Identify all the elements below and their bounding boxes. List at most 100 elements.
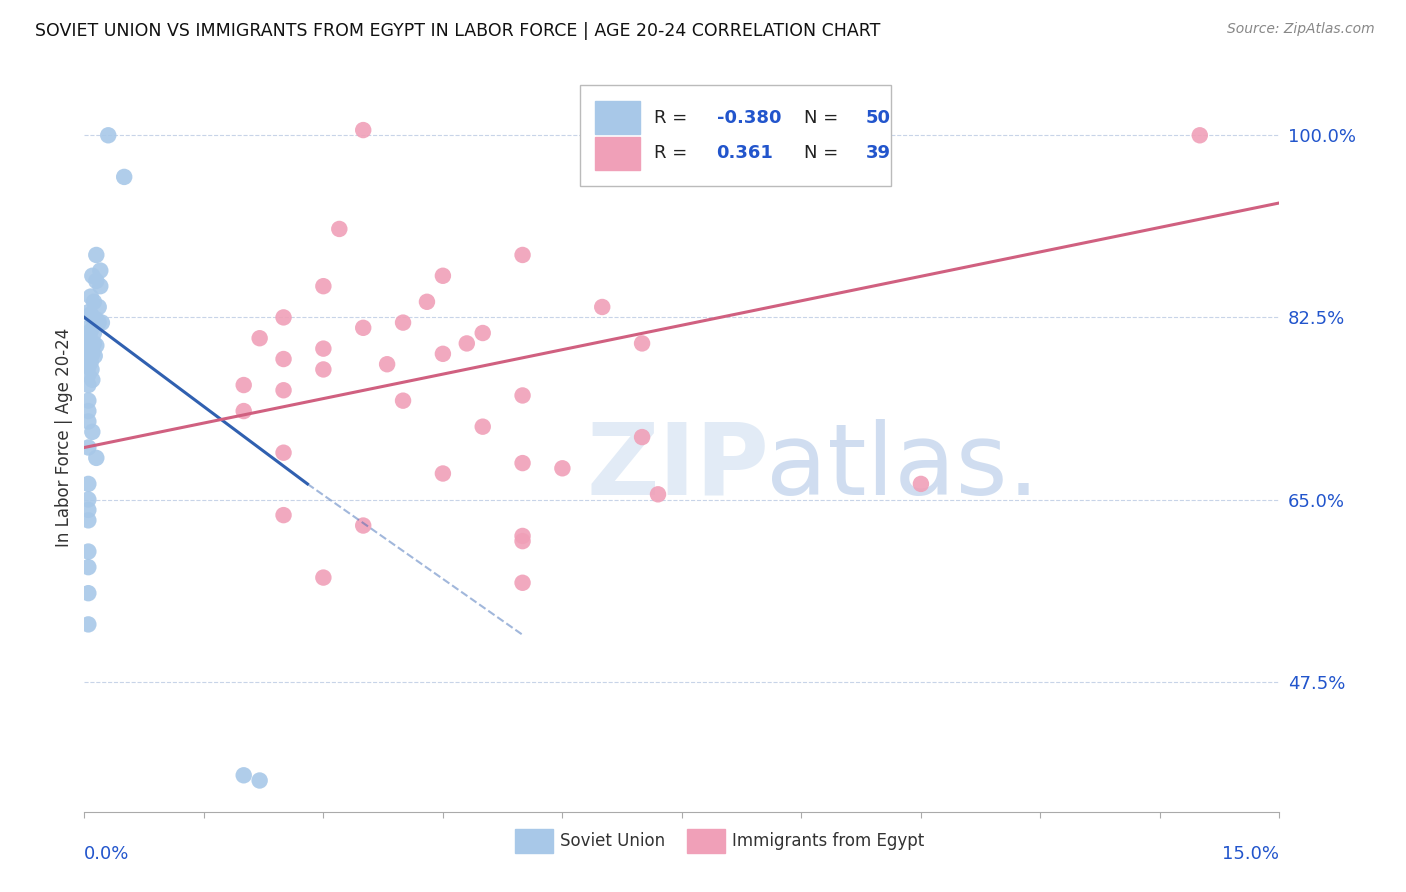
FancyBboxPatch shape bbox=[686, 829, 725, 853]
Text: ZIP: ZIP bbox=[586, 418, 769, 516]
Text: R =: R = bbox=[654, 109, 693, 127]
Point bbox=[273, 445, 295, 460]
Point bbox=[80, 344, 103, 359]
Point bbox=[512, 534, 534, 549]
Point bbox=[647, 487, 669, 501]
Point bbox=[392, 316, 415, 330]
Point bbox=[77, 393, 100, 408]
Text: N =: N = bbox=[804, 145, 844, 162]
Point bbox=[82, 373, 104, 387]
Point bbox=[551, 461, 574, 475]
FancyBboxPatch shape bbox=[595, 136, 640, 169]
Point bbox=[77, 476, 100, 491]
Point bbox=[77, 320, 100, 334]
Text: Soviet Union: Soviet Union bbox=[560, 832, 665, 850]
Point bbox=[273, 351, 295, 366]
Point bbox=[87, 300, 110, 314]
Point bbox=[273, 508, 295, 523]
Point bbox=[312, 279, 335, 293]
Point bbox=[232, 768, 254, 782]
Point bbox=[77, 503, 100, 517]
Point bbox=[90, 316, 112, 330]
Point bbox=[249, 331, 271, 345]
Point bbox=[416, 294, 439, 309]
Point bbox=[112, 169, 135, 184]
Point bbox=[82, 310, 104, 325]
Point bbox=[77, 617, 100, 632]
Point bbox=[512, 575, 534, 590]
Point bbox=[77, 544, 100, 558]
Point bbox=[83, 336, 105, 351]
Point bbox=[77, 441, 100, 455]
Point bbox=[77, 342, 100, 356]
Point bbox=[512, 456, 534, 470]
Point bbox=[512, 388, 534, 402]
Point bbox=[86, 248, 108, 262]
Point bbox=[77, 404, 100, 418]
FancyBboxPatch shape bbox=[581, 85, 891, 186]
Point bbox=[80, 307, 103, 321]
Text: 0.0%: 0.0% bbox=[84, 846, 129, 863]
Point bbox=[80, 355, 103, 369]
Point bbox=[631, 336, 654, 351]
Text: Source: ZipAtlas.com: Source: ZipAtlas.com bbox=[1227, 22, 1375, 37]
Text: 39: 39 bbox=[866, 145, 891, 162]
Point bbox=[77, 513, 100, 527]
Point bbox=[80, 362, 103, 376]
Point bbox=[232, 404, 254, 418]
Point bbox=[456, 336, 478, 351]
Text: atlas.: atlas. bbox=[766, 418, 1039, 516]
Point bbox=[392, 393, 415, 408]
Point bbox=[82, 347, 104, 361]
Point bbox=[591, 300, 613, 314]
Point bbox=[352, 320, 374, 334]
Point bbox=[86, 312, 108, 326]
Point bbox=[432, 347, 454, 361]
Point bbox=[77, 414, 100, 428]
Point bbox=[77, 378, 100, 392]
Point bbox=[312, 342, 335, 356]
Point bbox=[80, 289, 103, 303]
Point bbox=[77, 359, 100, 374]
Text: 0.361: 0.361 bbox=[717, 145, 773, 162]
Text: R =: R = bbox=[654, 145, 704, 162]
FancyBboxPatch shape bbox=[515, 829, 553, 853]
Point bbox=[512, 529, 534, 543]
Point bbox=[471, 419, 494, 434]
Point bbox=[352, 123, 374, 137]
Point bbox=[631, 430, 654, 444]
Point bbox=[89, 279, 111, 293]
Point bbox=[375, 357, 398, 371]
Point bbox=[432, 467, 454, 481]
Point bbox=[432, 268, 454, 283]
FancyBboxPatch shape bbox=[595, 102, 640, 135]
Point bbox=[77, 560, 100, 574]
Point bbox=[87, 316, 110, 330]
Point bbox=[512, 248, 534, 262]
Point bbox=[77, 351, 100, 366]
Point bbox=[77, 586, 100, 600]
Point bbox=[77, 331, 100, 345]
Point bbox=[97, 128, 120, 143]
Point bbox=[273, 310, 295, 325]
Text: -0.380: -0.380 bbox=[717, 109, 782, 127]
Point bbox=[249, 773, 271, 788]
Point bbox=[89, 263, 111, 277]
Point bbox=[83, 326, 105, 340]
Point bbox=[82, 425, 104, 439]
Point bbox=[82, 268, 104, 283]
Point bbox=[83, 294, 105, 309]
Point bbox=[312, 362, 335, 376]
Text: SOVIET UNION VS IMMIGRANTS FROM EGYPT IN LABOR FORCE | AGE 20-24 CORRELATION CHA: SOVIET UNION VS IMMIGRANTS FROM EGYPT IN… bbox=[35, 22, 880, 40]
Point bbox=[312, 571, 335, 585]
Point bbox=[80, 324, 103, 338]
Point bbox=[80, 334, 103, 349]
Point bbox=[77, 305, 100, 319]
Point bbox=[86, 338, 108, 352]
Point bbox=[328, 222, 350, 236]
Point bbox=[83, 349, 105, 363]
Point bbox=[352, 518, 374, 533]
Text: 50: 50 bbox=[866, 109, 891, 127]
Point bbox=[273, 383, 295, 397]
Point bbox=[86, 274, 108, 288]
